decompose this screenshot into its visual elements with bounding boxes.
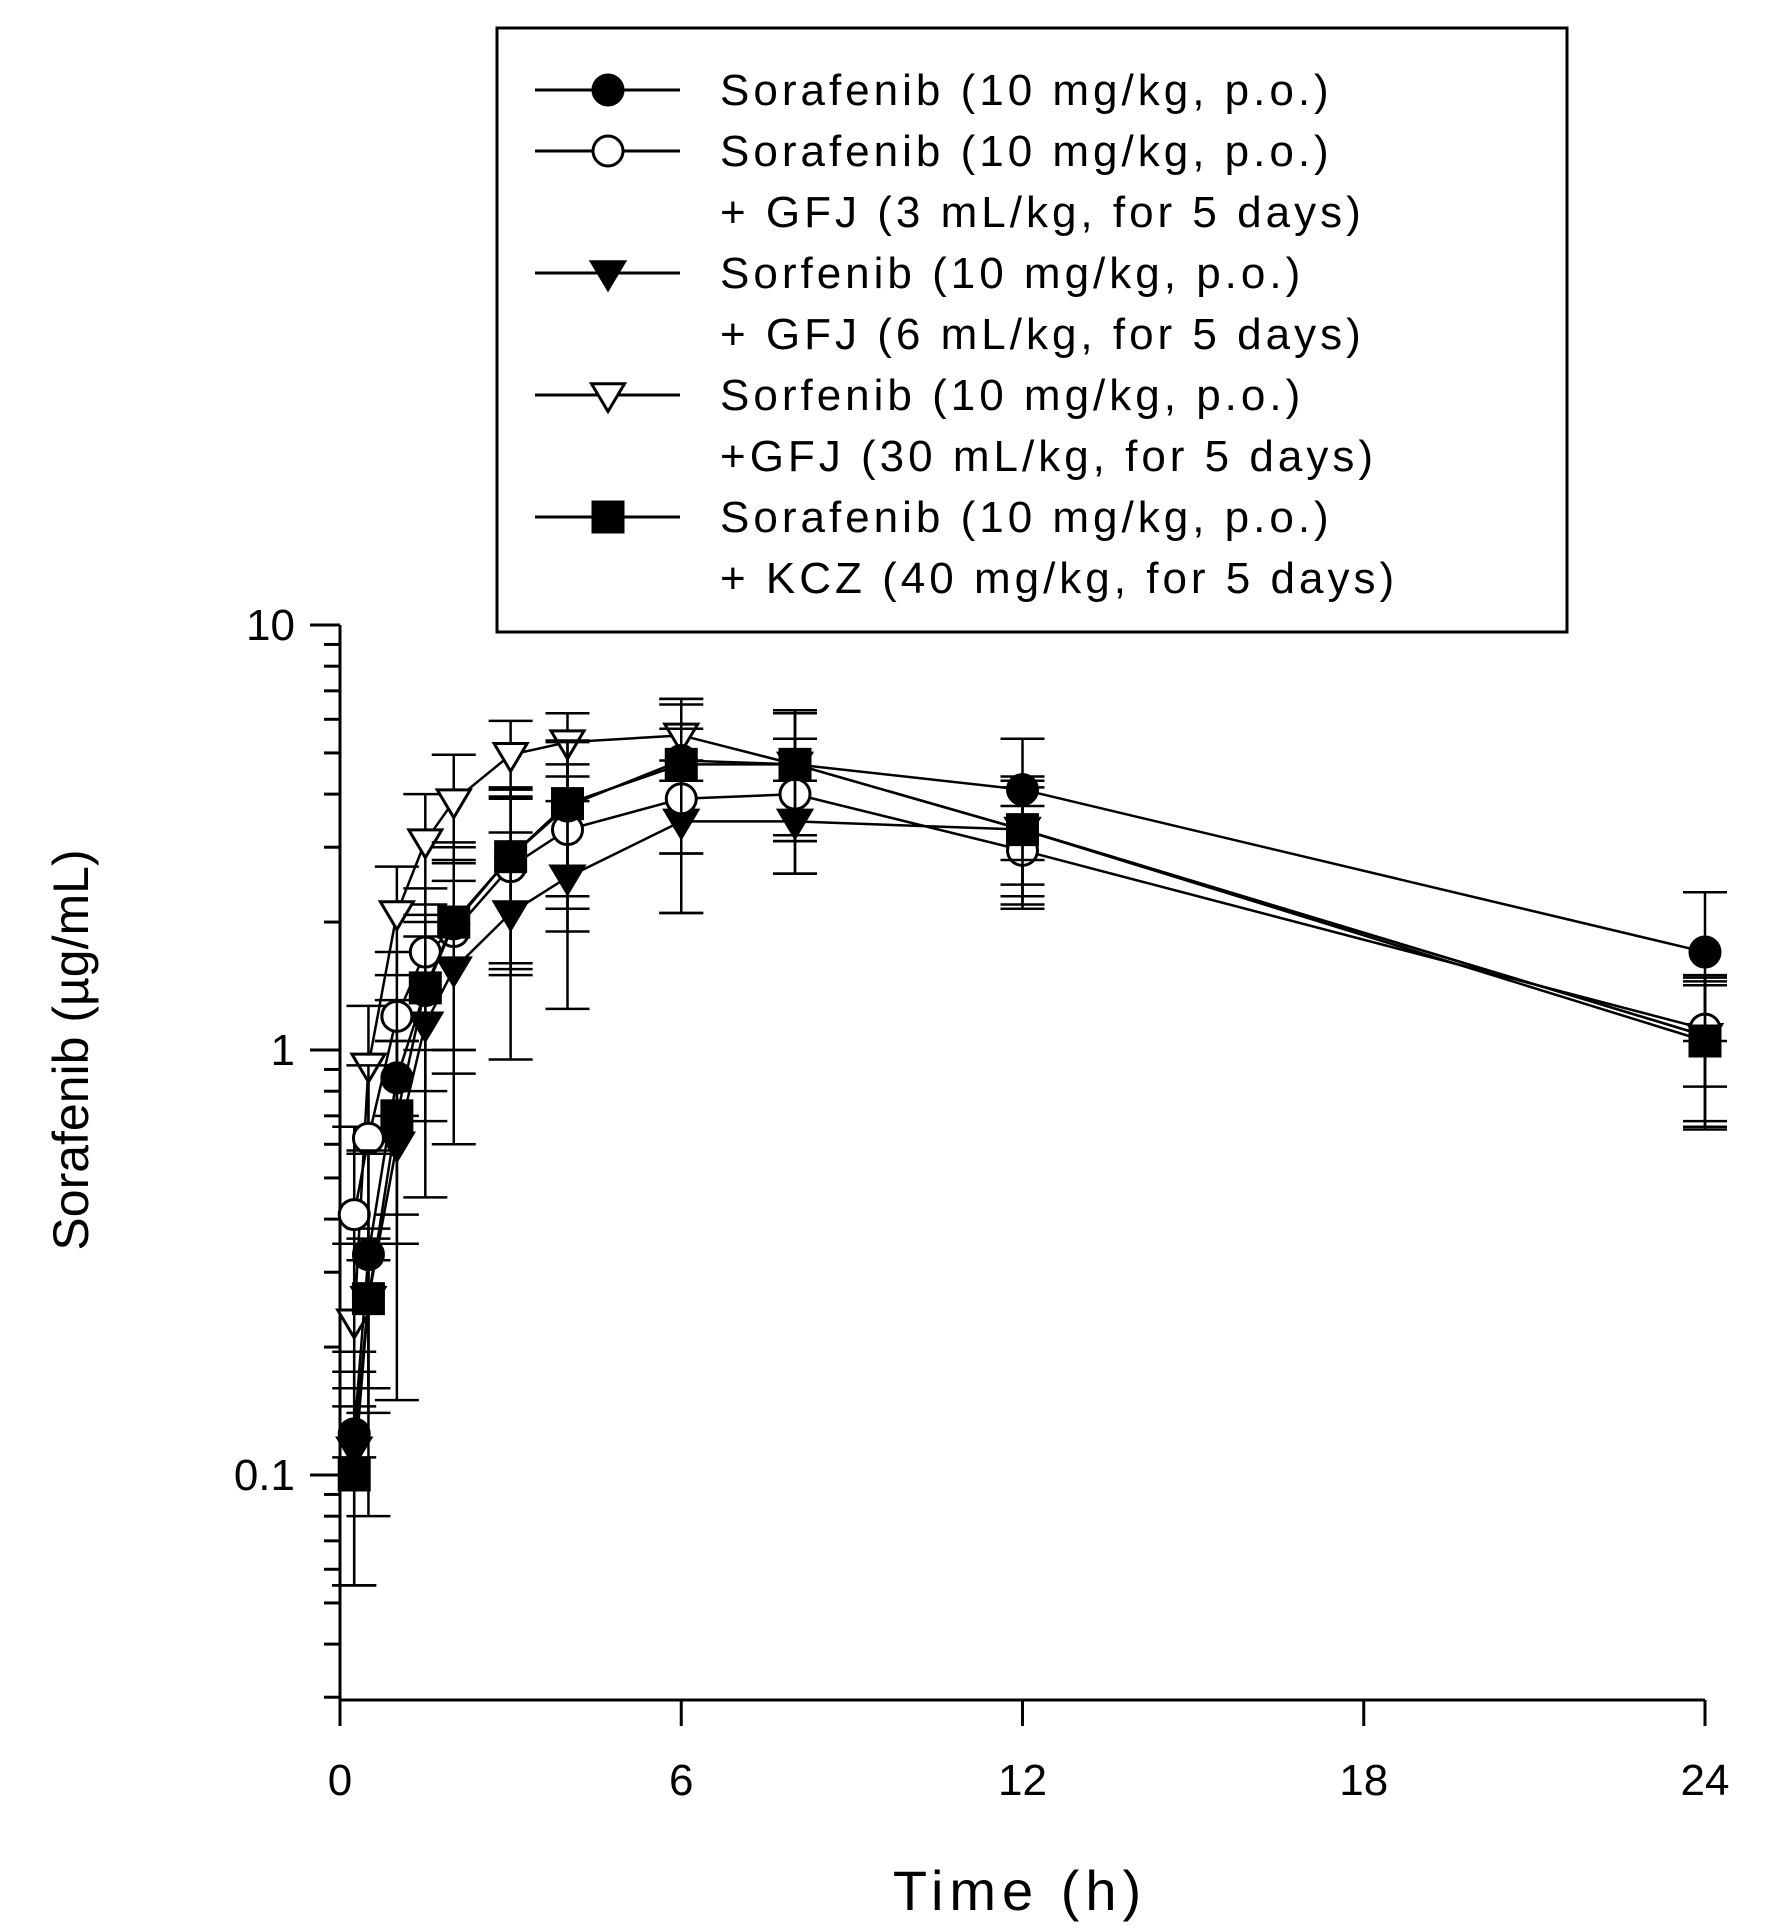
legend-label: Sorfenib (10 mg/kg, p.o.)	[720, 371, 1304, 420]
x-tick-label: 18	[1339, 1756, 1388, 1805]
y-tick-label: 10	[246, 601, 295, 650]
data-point	[337, 1417, 371, 1451]
x-tick-label: 0	[328, 1756, 352, 1805]
data-point	[494, 840, 528, 874]
data-point	[351, 1121, 385, 1155]
y-tick-label: 0.1	[234, 1451, 295, 1500]
x-tick-label: 24	[1681, 1756, 1730, 1805]
legend-label: Sorafenib (10 mg/kg, p.o.)	[720, 493, 1333, 542]
data-point	[1006, 773, 1039, 807]
legend-marker	[591, 134, 625, 168]
legend-label: +GFJ (30 mL/kg, for 5 days)	[720, 432, 1377, 481]
legend-entry-5: Sorafenib (10 mg/kg, p.o.) + KCZ (40 mg/k…	[535, 493, 1398, 603]
data-point	[406, 828, 445, 861]
legend-label: Sorfenib (10 mg/kg, p.o.)	[720, 249, 1304, 298]
legend-label: + GFJ (3 mL/kg, for 5 days)	[720, 188, 1365, 237]
series-4	[332, 697, 1727, 1459]
data-point	[491, 742, 530, 775]
data-point	[408, 974, 442, 1008]
legend-marker	[588, 260, 628, 293]
series-line	[352, 820, 1706, 1450]
legend-box	[495, 26, 1569, 634]
data-point	[1688, 935, 1722, 969]
legend-entry-3: Sorfenib (10 mg/kg, p.o.) + GFJ (6 mL/kg,…	[535, 249, 1365, 359]
series-3	[332, 759, 1727, 1587]
data-point	[351, 1238, 385, 1272]
legend-label: Sorafenib (10 mg/kg, p.o.)	[720, 66, 1333, 115]
legend-entry-4: Sorfenib (10 mg/kg, p.o.) +GFJ (30 mL/kg,…	[535, 371, 1377, 481]
x-axis-title: Time (h)	[893, 1859, 1147, 1922]
legend-marker	[591, 73, 625, 107]
data-point	[434, 788, 473, 821]
axes: 0.1 1 10 0 6 12 18 24	[234, 601, 1730, 1805]
x-tick-label: 6	[669, 1756, 693, 1805]
legend-entry-2: Sorafenib (10 mg/kg, p.o.) + GFJ (3 mL/kg…	[535, 127, 1365, 237]
data-point	[778, 747, 812, 781]
y-tick-label: 1	[271, 1026, 295, 1075]
data-point	[664, 743, 698, 777]
data-point	[380, 1061, 414, 1095]
data-point	[337, 1198, 371, 1232]
y-axis-title: Sorafenib (µg/mL)	[43, 849, 99, 1250]
legend-marker	[591, 500, 625, 534]
legend: Sorafenib (10 mg/kg, p.o.)Sorafenib (10 …	[495, 26, 1569, 634]
data-point	[551, 789, 584, 823]
legend-label: + KCZ (40 mg/kg, for 5 days)	[720, 554, 1398, 603]
series-layer	[332, 697, 1727, 1587]
legend-entry-1: Sorafenib (10 mg/kg, p.o.)	[535, 66, 1333, 115]
legend-label: + GFJ (6 mL/kg, for 5 days)	[720, 310, 1365, 359]
legend-marker	[588, 382, 628, 415]
x-tick-label: 12	[998, 1756, 1047, 1805]
data-point	[437, 907, 471, 941]
series-1	[332, 697, 1727, 1587]
series-5	[332, 703, 1727, 1587]
legend-label: Sorafenib (10 mg/kg, p.o.)	[720, 127, 1333, 176]
